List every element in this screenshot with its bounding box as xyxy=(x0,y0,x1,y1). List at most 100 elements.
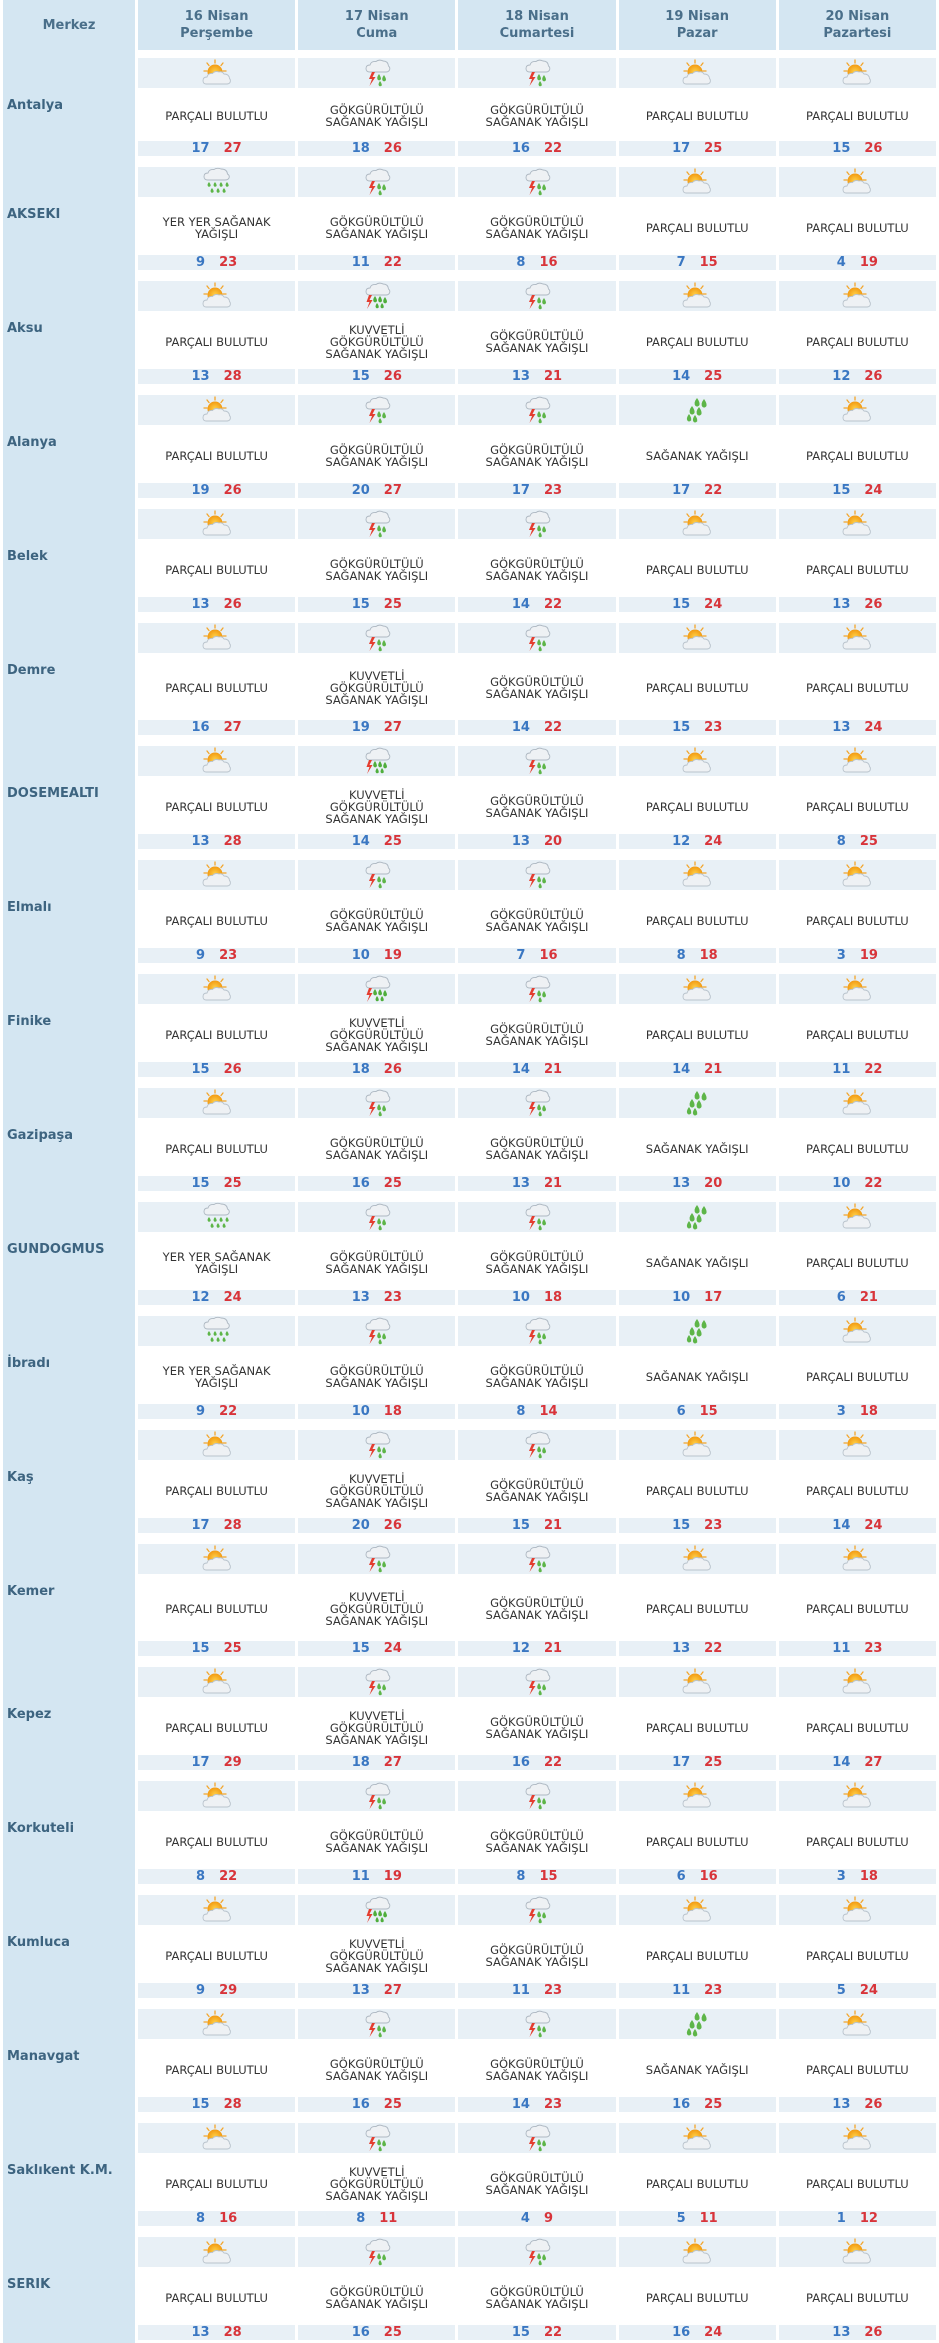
low-temp: 15 xyxy=(832,140,851,156)
thunder-shower-icon xyxy=(520,974,554,1004)
low-temp: 14 xyxy=(672,368,691,384)
thunder-shower-icon xyxy=(360,1544,394,1574)
forecast-temps: 10 18 xyxy=(298,1403,456,1419)
forecast-icon-cell xyxy=(138,2229,296,2274)
forecast-desc: GÖKGÜRÜLTÜLÜ SAĞANAK YAĞIŞLI xyxy=(298,213,456,242)
forecast-desc-row: PARÇALI BULUTLU GÖKGÜRÜLTÜLÜ SAĞANAK YAĞIŞ… xyxy=(3,2274,936,2321)
thunder-shower-icon xyxy=(520,2237,554,2267)
forecast-desc-cell: GÖKGÜRÜLTÜLÜ SAĞANAK YAĞIŞLI xyxy=(458,1581,616,1637)
forecast-icon-cell xyxy=(298,50,456,95)
forecast-desc-line: GÖKGÜRÜLTÜLÜ xyxy=(490,675,584,689)
forecast-desc-cell: GÖKGÜRÜLTÜLÜ SAĞANAK YAĞIŞLI xyxy=(298,2274,456,2321)
forecast-desc-line: GÖKGÜRÜLTÜLÜ xyxy=(490,103,584,117)
low-temp: 14 xyxy=(832,1517,851,1533)
city-name: Saklıkent K.M. xyxy=(3,2115,135,2229)
forecast-desc-text: PARÇALI BULUTLU xyxy=(806,1836,909,1848)
forecast-icon-cell xyxy=(298,738,456,783)
forecast-temps: 16 27 xyxy=(138,719,296,735)
forecast-icon-cell xyxy=(458,1887,616,1932)
high-temp: 21 xyxy=(543,368,563,384)
forecast-icon-wrap xyxy=(298,2008,456,2039)
forecast-desc: GÖKGÜRÜLTÜLÜ SAĞANAK YAĞIŞLI xyxy=(298,2055,456,2084)
forecast-desc-line: PARÇALI BULUTLU xyxy=(165,2290,268,2305)
forecast-icon-cell xyxy=(778,387,936,432)
forecast-desc-line: SAĞANAK YAĞIŞLI xyxy=(645,1369,749,1384)
partly-cloudy-icon xyxy=(840,2123,874,2153)
forecast-icon-cell xyxy=(618,159,776,204)
forecast-desc-line: PARÇALI BULUTLU xyxy=(645,1834,749,1849)
forecast-desc-text: GÖKGÜRÜLTÜLÜ SAĞANAK YAĞIŞLI xyxy=(325,2058,428,2082)
forecast-temp-cell: 15 25 xyxy=(298,593,456,615)
forecast-icon-cell xyxy=(298,1536,456,1581)
forecast-desc-row: PARÇALI BULUTLU GÖKGÜRÜLTÜLÜ SAĞANAK YAĞIŞ… xyxy=(3,1125,936,1172)
thunder-shower-icon xyxy=(520,1316,554,1346)
low-temp: 10 xyxy=(832,1175,851,1191)
forecast-desc: GÖKGÜRÜLTÜLÜ SAĞANAK YAĞIŞLI xyxy=(298,555,456,584)
low-temp: 11 xyxy=(832,1640,851,1656)
low-temp: 5 xyxy=(676,2210,686,2226)
forecast-icon-cell xyxy=(298,1080,456,1125)
forecast-desc-line: KUVVETLİ xyxy=(349,1936,405,1951)
forecast-temps: 15 23 xyxy=(618,719,776,735)
forecast-desc: GÖKGÜRÜLTÜLÜ SAĞANAK YAĞIŞLI xyxy=(458,441,616,470)
forecast-icon-wrap xyxy=(298,394,456,425)
forecast-icon-row: Aksu xyxy=(3,273,936,387)
forecast-temp-cell: 9 22 xyxy=(138,1400,296,1422)
forecast-desc-text: PARÇALI BULUTLU xyxy=(646,915,749,927)
forecast-icon-wrap xyxy=(458,1666,616,1697)
thunder-shower-icon xyxy=(520,58,554,88)
forecast-temps: 13 28 xyxy=(138,833,296,849)
forecast-icon-wrap xyxy=(458,1543,616,1574)
high-temp: 26 xyxy=(864,2096,883,2112)
forecast-desc-cell: PARÇALI BULUTLU xyxy=(138,2160,296,2207)
forecast-temp-cell: 13 20 xyxy=(458,830,616,852)
forecast-temp-row: 9 23 11 22 8 16 7 15 4 19 xyxy=(3,251,936,273)
forecast-desc: PARÇALI BULUTLU xyxy=(138,561,296,578)
high-temp: 25 xyxy=(223,1175,242,1191)
forecast-desc: SAĞANAK YAĞIŞLI xyxy=(618,1140,776,1157)
forecast-desc-line: PARÇALI BULUTLU xyxy=(806,1720,909,1735)
forecast-desc-cell: KUVVETLİ GÖKGÜRÜLTÜLÜ SAĞANAK YAĞIŞLI xyxy=(298,783,456,830)
forecast-desc-cell: GÖKGÜRÜLTÜLÜ SAĞANAK YAĞIŞLI xyxy=(458,95,616,137)
forecast-desc: PARÇALI BULUTLU xyxy=(138,680,296,696)
forecast-temps: 15 23 xyxy=(618,1517,776,1533)
forecast-icon-cell xyxy=(778,1422,936,1467)
forecast-temps: 13 21 xyxy=(458,1175,616,1191)
thunder-shower-icon xyxy=(360,395,394,425)
low-temp: 16 xyxy=(672,2324,691,2340)
forecast-icon-wrap xyxy=(138,1666,296,1697)
partly-cloudy-icon xyxy=(200,395,234,425)
forecast-icon-cell xyxy=(458,273,616,318)
forecast-desc-line: KUVVETLİ xyxy=(349,1590,405,1604)
forecast-temp-cell: 17 22 xyxy=(618,479,776,501)
forecast-desc-line: GÖKGÜRÜLTÜLÜ xyxy=(329,1720,424,1735)
forecast-desc-line: GÖKGÜRÜLTÜLÜ xyxy=(329,1135,424,1150)
forecast-desc-cell: GÖKGÜRÜLTÜLÜ SAĞANAK YAĞIŞLI xyxy=(458,204,616,251)
low-temp: 11 xyxy=(511,1982,530,1998)
forecast-temp-row: 13 28 15 26 13 21 14 25 12 26 xyxy=(3,365,936,387)
partly-cloudy-icon xyxy=(840,1430,874,1460)
forecast-desc-text: PARÇALI BULUTLU xyxy=(806,915,909,927)
forecast-desc-text: GÖKGÜRÜLTÜLÜ SAĞANAK YAĞIŞLI xyxy=(486,104,589,128)
forecast-temps: 15 24 xyxy=(778,482,936,498)
partly-cloudy-icon xyxy=(840,2009,874,2039)
forecast-desc-cell: PARÇALI BULUTLU xyxy=(778,95,936,137)
forecast-temps: 13 22 xyxy=(618,1640,776,1656)
forecast-desc: GÖKGÜRÜLTÜLÜ SAĞANAK YAĞIŞLI xyxy=(298,1362,456,1391)
forecast-desc-line: PARÇALI BULUTLU xyxy=(165,448,268,463)
forecast-desc-row: PARÇALI BULUTLU KUVVETLİ GÖKGÜRÜLTÜLÜ SAĞAN… xyxy=(3,660,936,716)
high-temp: 23 xyxy=(704,1517,723,1533)
forecast-icon-cell xyxy=(618,387,776,432)
forecast-desc-cell: YER YER SAĞANAK YAĞIŞLI xyxy=(138,1239,296,1286)
header-day-4: 20 Nisan Pazartesi xyxy=(778,0,936,50)
forecast-desc-cell: PARÇALI BULUTLU xyxy=(778,783,936,830)
forecast-icon-wrap xyxy=(618,1666,776,1697)
forecast-desc-line: SAĞANAK YAĞIŞLI xyxy=(325,115,429,129)
high-temp: 26 xyxy=(864,596,883,612)
high-temp: 15 xyxy=(539,1868,558,1884)
forecast-desc-cell: KUVVETLİ GÖKGÜRÜLTÜLÜ SAĞANAK YAĞIŞLI xyxy=(298,1581,456,1637)
forecast-icon-cell xyxy=(298,1887,456,1932)
forecast-icon-wrap xyxy=(778,1315,936,1346)
forecast-temps: 10 18 xyxy=(458,1289,616,1305)
